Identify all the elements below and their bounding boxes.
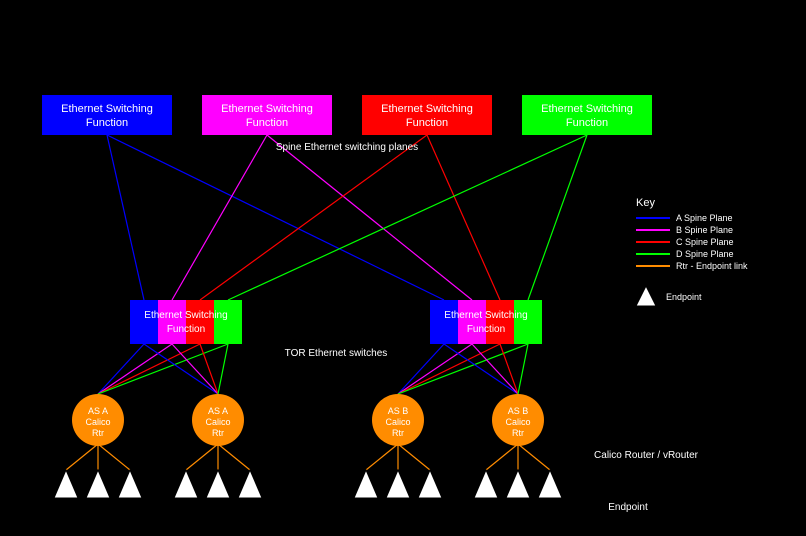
endpoint-caption: Endpoint — [608, 502, 648, 513]
router-label: AS B — [388, 406, 409, 416]
spine-box — [522, 95, 652, 135]
tor-caption: TOR Ethernet switches — [285, 348, 388, 359]
spine-label: Function — [406, 117, 448, 129]
spine-label: Function — [566, 117, 608, 129]
tor-segment — [486, 300, 514, 344]
router-label: Calico — [505, 417, 530, 427]
router-label: AS A — [88, 406, 108, 416]
router-caption: Calico Router / vRouter — [594, 450, 699, 461]
tor-segment — [458, 300, 486, 344]
legend-label: A Spine Plane — [676, 213, 733, 223]
spine-label: Ethernet Switching — [61, 103, 153, 115]
tor-segment — [130, 300, 158, 344]
router-label: Rtr — [92, 428, 104, 438]
router-label: AS B — [508, 406, 529, 416]
tor-segment — [514, 300, 542, 344]
router-label: Rtr — [392, 428, 404, 438]
legend-title: Key — [636, 197, 655, 209]
tor-segment — [430, 300, 458, 344]
legend-label: D Spine Plane — [676, 249, 734, 259]
legend-label: Rtr - Endpoint link — [676, 261, 748, 271]
spine-box — [202, 95, 332, 135]
spine-label: Ethernet Switching — [541, 103, 633, 115]
spine-box — [362, 95, 492, 135]
tor-segment — [214, 300, 242, 344]
tor-label: Ethernet Switching — [144, 310, 227, 321]
router-label: Rtr — [512, 428, 524, 438]
legend-endpoint-label: Endpoint — [666, 292, 702, 302]
router-label: Calico — [385, 417, 410, 427]
router-label: Calico — [85, 417, 110, 427]
spine-label: Ethernet Switching — [381, 103, 473, 115]
legend-label: C Spine Plane — [676, 237, 734, 247]
tor-segment — [158, 300, 186, 344]
spine-box — [42, 95, 172, 135]
router-label: Calico — [205, 417, 230, 427]
spine-label: Ethernet Switching — [221, 103, 313, 115]
tor-label: Ethernet Switching — [444, 310, 527, 321]
legend-label: B Spine Plane — [676, 225, 733, 235]
tor-label: Function — [467, 324, 505, 335]
tor-segment — [186, 300, 214, 344]
router-label: Rtr — [212, 428, 224, 438]
spine-caption: Spine Ethernet switching planes — [276, 142, 418, 153]
spine-label: Function — [246, 117, 288, 129]
spine-label: Function — [86, 117, 128, 129]
router-label: AS A — [208, 406, 228, 416]
tor-label: Function — [167, 324, 205, 335]
